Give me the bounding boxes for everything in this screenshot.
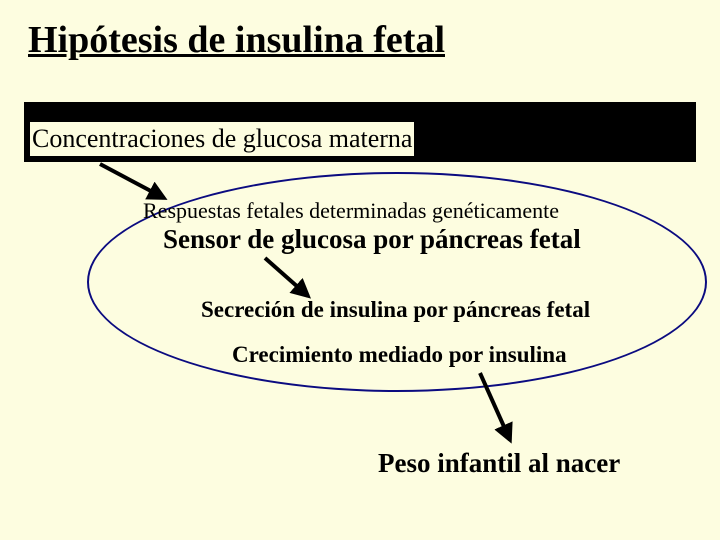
arrow-3 — [480, 373, 510, 440]
arrow-2 — [265, 258, 308, 296]
arrow-1 — [100, 164, 164, 198]
arrows-layer — [0, 0, 720, 540]
